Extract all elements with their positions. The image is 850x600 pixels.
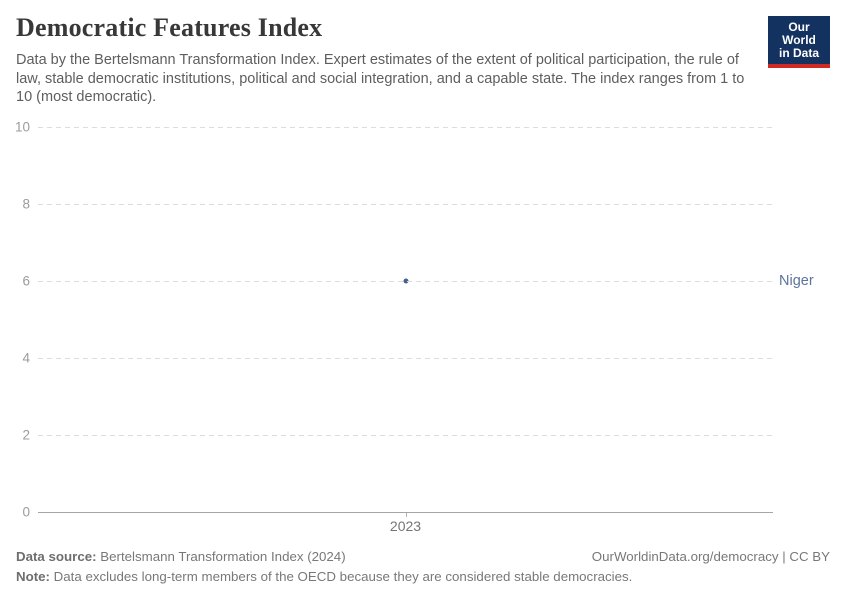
data-source: Data source: Bertelsmann Transformation … [16, 547, 346, 567]
gridline-10 [38, 127, 773, 128]
y-tick-label-4: 4 [22, 350, 30, 366]
y-tick-label-6: 6 [22, 273, 30, 289]
footnote-label: Note: [16, 569, 50, 584]
x-axis-tick [405, 512, 407, 517]
footnote: Note: Data excludes long-term members of… [16, 567, 830, 587]
gridline-6 [38, 281, 773, 282]
y-tick-label-0: 0 [22, 504, 30, 520]
x-tick-label: 2023 [389, 518, 422, 534]
chart-footer: Data source: Bertelsmann Transformation … [16, 547, 830, 587]
chart-subtitle: Data by the Bertelsmann Transformation I… [16, 52, 745, 105]
gridline-8 [38, 204, 773, 205]
footnote-text: Data excludes long-term members of the O… [49, 569, 633, 584]
gridline-2 [38, 435, 773, 436]
owid-logo-line2: in Data [778, 46, 819, 60]
y-tick-label-2: 2 [22, 427, 30, 443]
plot-area: Niger 2023 [38, 127, 814, 533]
y-tick-label-8: 8 [22, 196, 30, 212]
page-title: Democratic Features Index [16, 13, 323, 42]
data-source-label: Data source: [16, 549, 97, 564]
entity-label[interactable]: Niger [779, 273, 814, 289]
owid-logo: Our World in Data [768, 16, 830, 68]
y-tick-label-10: 10 [14, 119, 30, 135]
gridline-4 [38, 358, 773, 359]
y-axis-labels: 0 2 4 6 8 10 [0, 120, 30, 518]
owid-logo-line1: Our World [782, 20, 816, 47]
credit-link[interactable]: OurWorldinData.org/democracy | CC BY [591, 549, 830, 564]
gridline-0 [38, 512, 773, 513]
data-source-text: Bertelsmann Transformation Index (2024) [96, 549, 346, 564]
